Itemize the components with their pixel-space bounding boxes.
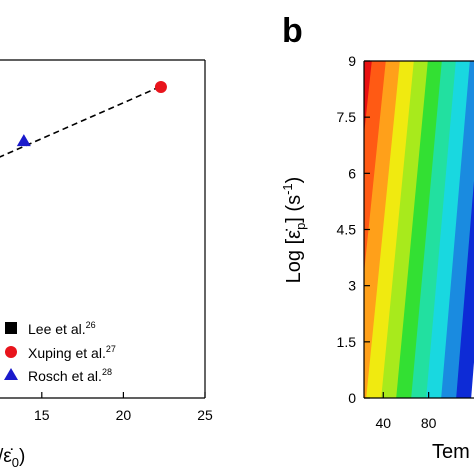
panel-b-y-label-close: ) [283,177,305,184]
panel-b-contour-band [364,61,372,135]
panel-b-contour-chart: b 0 1.5 3 4.5 6 7.5 9 40 80 Log [ε̇p] (s-1) Tem [280,12,474,463]
panel-b-contour-fill [364,61,474,398]
panel-a-x-tick-label: 15 [34,407,50,423]
legend-entry-lee-name: Lee et al. [28,321,86,337]
panel-b-y-label-sub: p [293,223,308,230]
legend-entry-xuping-name: Xuping et al. [28,345,106,361]
panel-b-x-tick-label: 40 [375,415,391,431]
legend-square-marker [5,322,17,334]
legend-entry-rosch-name: Rosch et al. [28,368,102,384]
panel-b-label: b [282,12,303,50]
panel-a-point-triangle [16,134,31,147]
panel-b-y-label-suffix: ] (s [283,195,305,223]
panel-a-plot-area [0,81,167,158]
panel-a-fit-line [0,86,160,158]
panel-a-x-axis-label: /ε̇0) [0,446,25,470]
legend-entry-lee: Lee et al.26 [28,320,96,337]
panel-b-y-label-prefix: Log [ [283,238,305,283]
legend-entry-xuping: Xuping et al.27 [28,344,116,361]
panel-a-scatter-chart: 10152025 Lee et al.26 Xuping et al.27 Ro… [0,59,213,470]
panel-a-x-ticks: 10152025 [34,392,213,423]
legend-entry-lee-ref: 26 [86,320,96,330]
legend-entry-rosch-ref: 28 [102,367,112,377]
panel-b-y-tick-label: 6 [348,165,356,181]
panel-b-y-tick-label: 7.5 [337,109,357,125]
panel-a-x-label-suffix: ) [19,446,25,467]
panel-a-x-label-sub: 0 [12,455,19,470]
panel-b-y-tick-label: 9 [348,53,356,69]
panel-b-y-label-exp: -1 [280,183,295,195]
panel-b-x-axis-label: Tem [432,441,470,463]
panel-b-y-label-symbol: ε̇ [283,229,305,239]
panel-a-x-label-main: /ε̇ [0,446,13,467]
legend-triangle-marker [4,368,18,380]
panel-a-x-tick-label: 20 [116,407,132,423]
panel-a-x-tick-label: 25 [197,407,213,423]
panel-b-y-ticks: 0 1.5 3 4.5 6 7.5 9 [337,53,370,406]
panel-b-y-tick-label: 3 [348,278,356,294]
panel-b-x-tick-label: 80 [421,415,437,431]
panel-b-contour-band [364,61,386,274]
panel-a-point-circle [154,81,167,94]
panel-a-legend: Lee et al.26 Xuping et al.27 Rosch et al… [4,320,116,384]
legend-entry-xuping-ref: 27 [106,344,116,354]
panel-b-x-ticks: 40 80 [375,392,437,431]
legend-circle-marker [5,346,17,358]
panel-b-y-tick-label: 0 [348,390,356,406]
panel-b-y-tick-label: 1.5 [337,334,357,350]
panel-b-y-axis-label: Log [ε̇p] (s-1) [280,177,308,284]
legend-entry-rosch: Rosch et al.28 [28,367,112,384]
panel-b-y-tick-label: 4.5 [337,222,357,238]
